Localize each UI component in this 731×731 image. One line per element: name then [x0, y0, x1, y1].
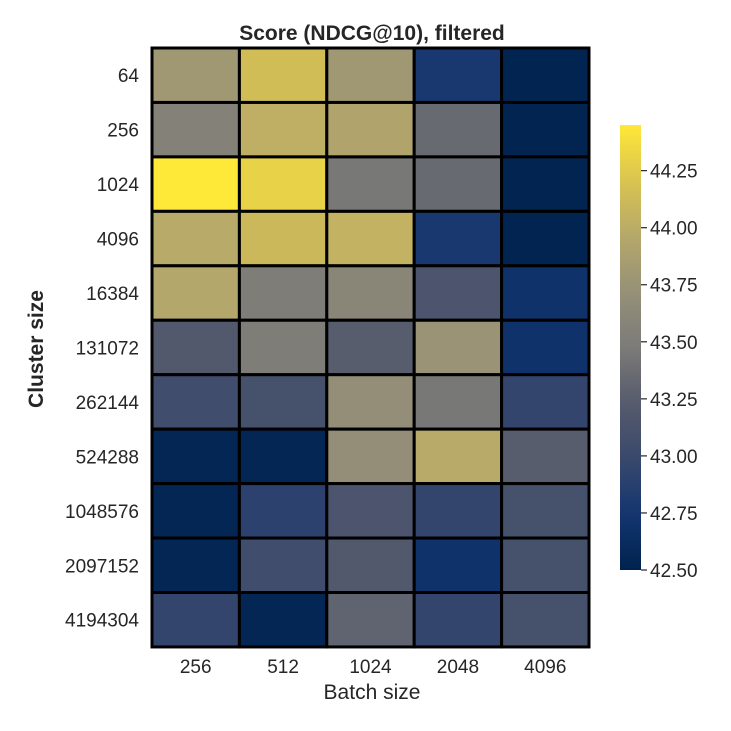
x-axis-label: Batch size [324, 681, 421, 704]
heatmap-cell [325, 264, 416, 322]
heatmap-cell [237, 100, 329, 159]
heatmap-cell [237, 427, 329, 486]
colorbar-tick-label: 42.50 [650, 561, 698, 582]
heatmap-cell [412, 427, 504, 486]
colorbar-tick-label: 44.25 [650, 162, 698, 183]
y-tick-label: 1024 [97, 175, 140, 196]
heatmap-cell [500, 482, 591, 540]
colorbar-tick-label: 43.75 [650, 276, 698, 297]
colorbar-tick-label: 42.75 [650, 504, 698, 525]
heatmap-cell [325, 209, 416, 268]
y-tick-label: 16384 [86, 284, 139, 305]
colorbar-tick-labels: 42.50 42.75 43.00 43.25 43.50 43.75 44.00 44.25 [641, 162, 698, 582]
x-tick-label: 1024 [349, 657, 392, 678]
y-axis-label: Cluster size [25, 290, 48, 408]
heatmap-cell [412, 155, 504, 213]
y-tick-label: 1048576 [65, 502, 139, 523]
heatmap-cell [500, 427, 591, 486]
heatmap-cell [150, 318, 241, 377]
y-tick-label: 4096 [97, 230, 139, 251]
heatmap-cell [412, 536, 504, 594]
colorbar-tick-label: 43.25 [650, 390, 698, 411]
heatmap-cell [500, 46, 591, 104]
heatmap-cell [325, 155, 416, 213]
y-tick-label: 131072 [76, 338, 139, 359]
heatmap-cell [412, 46, 504, 104]
heatmap-cell [325, 591, 416, 649]
x-tick-label: 256 [180, 657, 212, 678]
heatmap-cells [150, 46, 591, 649]
heatmap-cell [412, 482, 504, 540]
heatmap-cell [237, 209, 329, 268]
heatmap-cell [237, 591, 329, 649]
heatmap-cell [325, 373, 416, 431]
heatmap-cell [412, 591, 504, 649]
heatmap-cell [150, 264, 241, 322]
heatmap-cell [325, 318, 416, 377]
heatmap-cell [500, 100, 591, 159]
heatmap-cell [150, 536, 241, 594]
heatmap-cell [150, 155, 241, 213]
heatmap-cell [325, 482, 416, 540]
heatmap-cell [237, 373, 329, 431]
heatmap-cell [500, 264, 591, 322]
y-tick-label: 256 [107, 121, 139, 142]
heatmap-cell [412, 373, 504, 431]
x-tick-label: 512 [267, 657, 299, 678]
heatmap-cell [150, 46, 241, 104]
heatmap-cell [325, 100, 416, 159]
heatmap-cell [150, 482, 241, 540]
colorbar-tick-label: 43.00 [650, 447, 698, 468]
heatmap-cell [412, 264, 504, 322]
y-tick-label: 524288 [76, 447, 139, 468]
y-tick-label: 2097152 [65, 556, 139, 577]
chart-title: Score (NDCG@10), filtered [239, 22, 505, 45]
colorbar [620, 125, 641, 570]
y-tick-label: 4194304 [65, 611, 139, 632]
x-tick-label: 4096 [524, 657, 566, 678]
heatmap-cell [412, 209, 504, 268]
heatmap-cell [237, 155, 329, 213]
heatmap-cell [150, 209, 241, 268]
colorbar-tick-label: 43.50 [650, 333, 698, 354]
x-tick-label: 2048 [437, 657, 479, 678]
heatmap-cell [150, 100, 241, 159]
heatmap-cell [237, 264, 329, 322]
heatmap-cell [500, 536, 591, 594]
heatmap-cell [237, 482, 329, 540]
y-tick-labels: 64 256 1024 4096 16384 131072 262144 524288 1048… [65, 66, 140, 632]
heatmap-cell [325, 427, 416, 486]
heatmap-cell [150, 373, 241, 431]
heatmap-cell [412, 318, 504, 377]
heatmap-cell [500, 591, 591, 649]
heatmap-cell [500, 373, 591, 431]
heatmap-cell [237, 46, 329, 104]
heatmap-cell [500, 318, 591, 377]
y-tick-label: 64 [118, 66, 140, 87]
heatmap-cell [325, 536, 416, 594]
heatmap-cell [237, 318, 329, 377]
heatmap-cell [412, 100, 504, 159]
heatmap-cell [500, 155, 591, 213]
heatmap-cell [325, 46, 416, 104]
y-tick-label: 262144 [76, 393, 140, 414]
heatmap-cell [500, 209, 591, 268]
heatmap-cell [237, 536, 329, 594]
colorbar-tick-label: 44.00 [650, 219, 698, 240]
x-tick-labels: 256 512 1024 2048 4096 [180, 657, 567, 678]
heatmap-cell [150, 591, 241, 649]
heatmap-cell [150, 427, 241, 486]
